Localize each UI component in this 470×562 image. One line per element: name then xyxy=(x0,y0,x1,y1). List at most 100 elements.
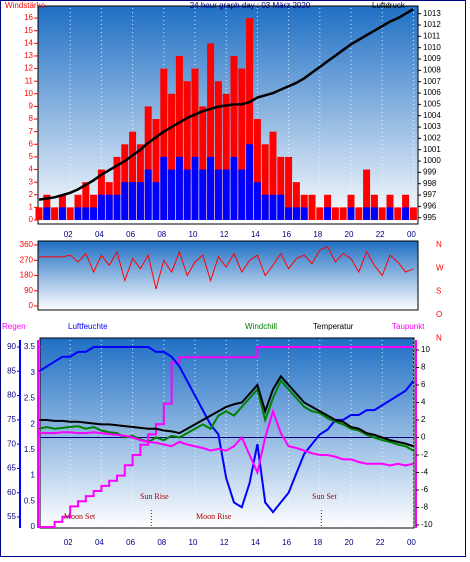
direction-label: S xyxy=(436,287,441,296)
legend-entry: Windchill xyxy=(245,322,277,331)
bar xyxy=(97,194,105,220)
series-line xyxy=(39,346,414,528)
x-tick-label: 04 xyxy=(95,538,104,547)
y2-tick-label: 1008 xyxy=(423,65,441,74)
y2-tick-label: 1006 xyxy=(423,88,441,97)
bar xyxy=(207,156,215,220)
bar xyxy=(246,18,254,220)
bar xyxy=(129,131,137,220)
y2-tick-label: 999 xyxy=(423,167,437,176)
x-tick-label: 06 xyxy=(126,538,135,547)
x-tick-label: 08 xyxy=(157,230,166,239)
y-tick-label: 6 xyxy=(29,139,34,148)
y-tick-label: 2 xyxy=(29,190,34,199)
bar xyxy=(238,68,246,220)
bar xyxy=(113,156,121,220)
y2-tick-label: 1013 xyxy=(423,9,441,18)
x-tick-label: 12 xyxy=(220,230,229,239)
x-tick-label: 12 xyxy=(220,538,229,547)
bar xyxy=(238,169,246,220)
y-tick-label: 0 xyxy=(29,215,34,224)
temp-tick-label: 10 xyxy=(421,345,430,354)
rain-tick-label: 1.5 xyxy=(24,445,36,454)
bar xyxy=(43,207,51,220)
direction-line xyxy=(39,246,414,290)
x-tick-label: 16 xyxy=(282,538,291,547)
bar xyxy=(386,207,394,220)
bar xyxy=(35,207,43,220)
bar xyxy=(207,43,215,221)
bar xyxy=(214,81,222,220)
x-tick-label: 10 xyxy=(189,538,198,547)
direction-panel xyxy=(37,240,419,311)
y2-tick-label: 1007 xyxy=(423,77,441,86)
bar xyxy=(121,182,129,220)
bar xyxy=(160,68,168,220)
legend-entry: Regen xyxy=(2,322,26,331)
x-tick-label: 08 xyxy=(157,538,166,547)
humidity-tick-label: 80 xyxy=(7,391,16,400)
bar xyxy=(175,55,183,221)
y-tick-label: 15 xyxy=(24,26,33,35)
bar xyxy=(300,207,308,220)
y2-tick-label: 1011 xyxy=(423,31,441,40)
bar xyxy=(160,156,168,220)
bar xyxy=(378,207,386,220)
rain-tick-label: 0.5 xyxy=(24,496,36,505)
y-tick-label: 270 xyxy=(20,255,34,264)
legend-entry: Taupunkt xyxy=(392,322,425,331)
rain-tick-label: 2 xyxy=(31,419,36,428)
y-tick-label: 360 xyxy=(20,240,34,249)
y-tick-label: 12 xyxy=(24,64,33,73)
bar xyxy=(363,169,371,220)
bar xyxy=(269,194,277,220)
y-tick-label: 13 xyxy=(24,51,33,60)
bar xyxy=(370,207,378,220)
humidity-tick-label: 90 xyxy=(7,342,16,351)
temp-tick-label: 6 xyxy=(421,380,426,389)
pressure-line xyxy=(38,8,415,201)
bar xyxy=(316,207,324,220)
bar xyxy=(277,194,285,220)
bar xyxy=(222,93,230,220)
bar xyxy=(144,106,152,220)
bar xyxy=(402,207,410,220)
bar xyxy=(253,119,261,220)
y2-tick-label: 997 xyxy=(423,190,437,199)
bar xyxy=(90,207,98,220)
bar xyxy=(292,207,300,220)
rain-tick-label: 3.5 xyxy=(24,342,36,351)
bar xyxy=(355,207,363,220)
bar xyxy=(292,182,300,220)
bar xyxy=(66,207,74,220)
temp-tick-label: 0 xyxy=(421,433,426,442)
y2-label: Luftdruck xyxy=(372,1,406,10)
x-tick-label: 00 xyxy=(407,230,416,239)
bar xyxy=(82,182,90,220)
temp-tick-label: -10 xyxy=(421,520,433,529)
bar xyxy=(261,194,269,220)
x-tick-label: 22 xyxy=(376,538,385,547)
bar xyxy=(324,207,332,220)
y2-tick-label: 1003 xyxy=(423,122,441,131)
bar xyxy=(339,207,347,220)
y2-tick-label: 1001 xyxy=(423,145,441,154)
bar xyxy=(246,144,254,220)
y-tick-label: 1 xyxy=(29,202,34,211)
direction-label: O xyxy=(436,310,442,319)
x-tick-label: 18 xyxy=(313,538,322,547)
y2-tick-label: 1009 xyxy=(423,54,441,63)
y-tick-label: 16 xyxy=(24,13,33,22)
bar xyxy=(168,93,176,220)
bar xyxy=(230,55,238,221)
y-tick-label: 3 xyxy=(29,177,34,186)
legend-entry: Luftfeuchte xyxy=(68,322,108,331)
bar xyxy=(253,182,261,220)
annotation: Moon Set xyxy=(64,512,96,521)
direction-label: N xyxy=(436,333,442,342)
humidity-tick-label: 65 xyxy=(7,464,16,473)
y-tick-label: 7 xyxy=(29,127,34,136)
x-tick-label: 18 xyxy=(313,230,322,239)
bar xyxy=(214,169,222,220)
